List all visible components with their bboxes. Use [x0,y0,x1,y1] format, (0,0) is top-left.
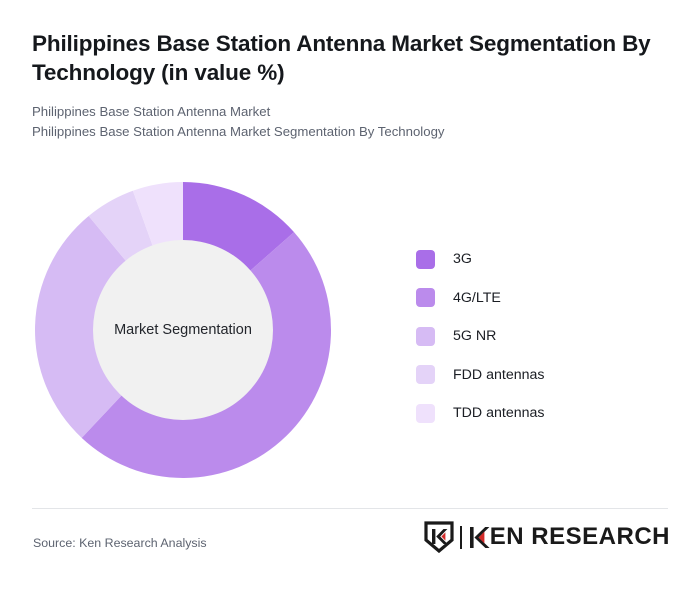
legend-label: 5G NR [453,328,497,345]
legend-swatch-icon [416,403,435,423]
chart-area: Market Segmentation 3G 4G/LTE 5G NR FDD ant… [0,170,700,500]
donut-svg [34,182,331,478]
logo-wordmark: EN RESEARCH [469,525,670,550]
chart-header: Philippines Base Station Antenna Market … [32,30,652,142]
page-title: Philippines Base Station Antenna Market … [32,31,651,85]
chart-legend: 3G 4G/LTE 5G NR FDD antennas TDD antennas [416,240,666,433]
logo-k-glyph-icon [469,526,490,548]
legend-swatch-icon [416,288,435,308]
legend-item[interactable]: TDD antennas [416,394,666,433]
legend-item[interactable]: 5G NR [416,317,666,356]
logo-text: EN RESEARCH [489,523,670,550]
legend-swatch-icon [416,326,435,346]
legend-label: 4G/LTE [453,289,501,306]
legend-swatch-icon [416,365,435,385]
donut-chart: Market Segmentation [33,180,333,480]
legend-item[interactable]: FDD antennas [416,356,666,395]
legend-label: 3G [453,251,472,268]
subtitle-block: Philippines Base Station Antenna Market … [32,102,652,142]
source-note: Source: Ken Research Analysis [33,536,207,550]
subtitle-line-1: Philippines Base Station Antenna Market [32,103,271,119]
footer-divider [32,508,668,509]
legend-swatch-icon [416,249,435,269]
legend-label: FDD antennas [453,366,545,383]
donut-hole [93,240,273,420]
legend-item[interactable]: 4G/LTE [416,279,666,318]
subtitle-line-2: Philippines Base Station Antenna Market … [32,123,445,139]
logo-divider [459,525,462,549]
legend-label: TDD antennas [453,405,545,422]
legend-item[interactable]: 3G [416,240,666,279]
ken-research-shield-icon [424,521,454,553]
ken-research-logo: EN RESEARCH [424,521,670,553]
